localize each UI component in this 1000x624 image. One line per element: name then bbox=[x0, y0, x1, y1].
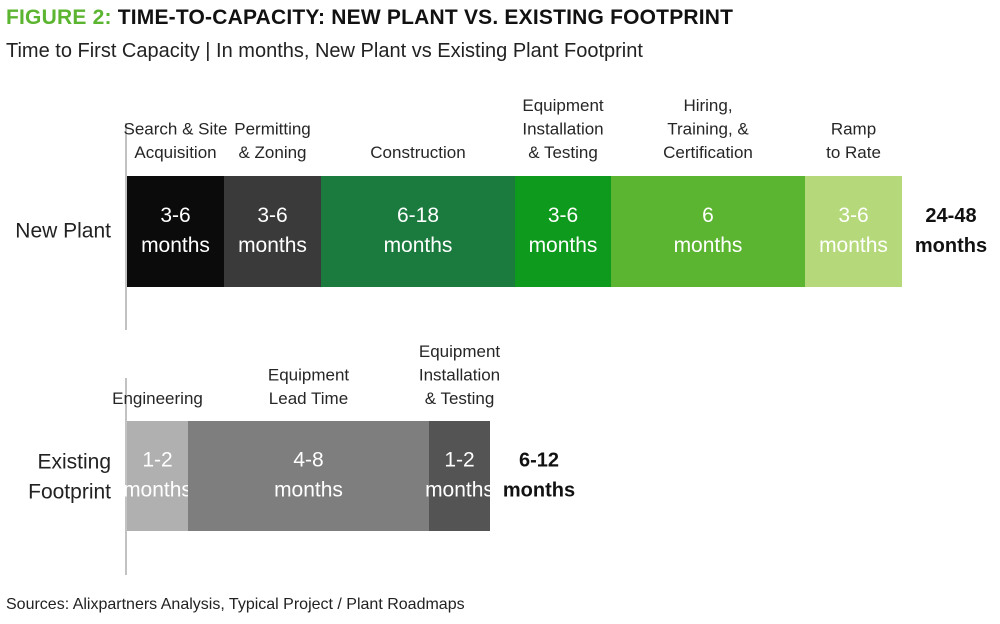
phase-label-line: Installation bbox=[522, 120, 603, 139]
phase-label-line: Acquisition bbox=[134, 143, 216, 162]
segment-value-label-line: 3-6 bbox=[257, 204, 287, 227]
bar-segment bbox=[515, 176, 611, 287]
chart-title: FIGURE 2: TIME-TO-CAPACITY: NEW PLANT VS… bbox=[6, 6, 733, 30]
total-duration-label-line: months bbox=[503, 479, 575, 501]
segment-value-label-line: months bbox=[238, 234, 307, 257]
phase-label: Engineering bbox=[112, 389, 203, 408]
phase-label: Ramp to Rate bbox=[826, 120, 881, 163]
phase-label-line: Equipment bbox=[268, 366, 350, 385]
segment-value-label-line: months bbox=[141, 234, 210, 257]
segment-value-label: 4-8 months bbox=[274, 449, 343, 502]
phase-label: Construction bbox=[370, 143, 465, 162]
phase-label-line: to Rate bbox=[826, 143, 881, 162]
segment-value-label: 6 months bbox=[674, 204, 743, 257]
chart-subtitle: Time to First Capacity | In months, New … bbox=[6, 40, 643, 62]
phase-label: Equipment Installation & Testing bbox=[522, 96, 604, 162]
segment-value-label-line: 6 bbox=[702, 204, 714, 227]
bar-segment bbox=[188, 421, 429, 531]
phase-label-line: Certification bbox=[663, 143, 753, 162]
segment-value-label: 3-6 months bbox=[238, 204, 307, 257]
row-label-line: Existing bbox=[37, 451, 111, 474]
phase-label: Permitting & Zoning bbox=[234, 120, 311, 163]
segment-value-label-line: months bbox=[274, 479, 343, 502]
row-label: New Plant bbox=[15, 220, 111, 243]
phase-label-line: Lead Time bbox=[269, 389, 348, 408]
phase-label: Search & Site Acquisition bbox=[124, 120, 228, 163]
total-duration-label: 24-48 months bbox=[915, 205, 987, 257]
phase-label-line: Construction bbox=[370, 143, 465, 162]
segment-value-label: 3-6 months bbox=[141, 204, 210, 257]
segment-value-label: 6-18 months bbox=[384, 204, 453, 257]
segment-value-label-line: 1-2 bbox=[444, 449, 474, 472]
phase-label-line: & Testing bbox=[528, 143, 598, 162]
row-label: Existing Footprint bbox=[28, 451, 111, 504]
total-duration-label-line: 24-48 bbox=[925, 205, 976, 227]
segment-value-label-line: 3-6 bbox=[838, 204, 868, 227]
row-label-line: Footprint bbox=[28, 481, 111, 504]
phase-label: Hiring, Training, & Certification bbox=[663, 96, 753, 162]
phase-label: Equipment Lead Time bbox=[268, 366, 350, 409]
phase-label-line: Training, & bbox=[667, 120, 749, 139]
segment-value-label-line: months bbox=[529, 234, 598, 257]
phase-label: Equipment Installation & Testing bbox=[419, 342, 501, 408]
phase-label-line: Installation bbox=[419, 366, 500, 385]
phase-label-line: Ramp bbox=[831, 120, 876, 139]
bar-segment bbox=[321, 176, 515, 287]
segment-value-label-line: months bbox=[819, 234, 888, 257]
bar-segment bbox=[611, 176, 805, 287]
segment-value-label: 3-6 months bbox=[819, 204, 888, 257]
bar-segment bbox=[127, 176, 224, 287]
bar-segment bbox=[429, 421, 490, 531]
segment-value-label-line: 4-8 bbox=[293, 449, 323, 472]
segment-value-label-line: months bbox=[123, 479, 192, 502]
title-text: TIME-TO-CAPACITY: NEW PLANT VS. EXISTING… bbox=[117, 6, 734, 29]
segment-value-label: 1-2 months bbox=[425, 449, 494, 502]
source-note: Sources: Alixpartners Analysis, Typical … bbox=[6, 596, 465, 613]
bar-segment bbox=[805, 176, 902, 287]
segment-value-label-line: 1-2 bbox=[142, 449, 172, 472]
phase-label-line: Equipment bbox=[419, 342, 501, 361]
figure-number: FIGURE 2: bbox=[6, 6, 112, 29]
segment-value-label-line: months bbox=[425, 479, 494, 502]
total-duration-label-line: 6-12 bbox=[519, 449, 559, 471]
bar-segment bbox=[224, 176, 321, 287]
phase-label-line: & Testing bbox=[425, 389, 495, 408]
phase-label-line: Equipment bbox=[522, 96, 604, 115]
segment-value-label-line: 3-6 bbox=[548, 204, 578, 227]
bar-segment bbox=[127, 421, 188, 531]
phase-label-line: Hiring, bbox=[683, 96, 732, 115]
total-duration-label: 6-12 months bbox=[503, 449, 575, 501]
row-label-line: New Plant bbox=[15, 220, 111, 243]
segment-value-label-line: 6-18 bbox=[397, 204, 439, 227]
segment-value-label-line: months bbox=[384, 234, 453, 257]
total-duration-label-line: months bbox=[915, 235, 987, 257]
segment-value-label-line: months bbox=[674, 234, 743, 257]
segment-value-label: 1-2 months bbox=[123, 449, 192, 502]
segment-value-label-line: 3-6 bbox=[160, 204, 190, 227]
phase-label-line: Engineering bbox=[112, 389, 203, 408]
phase-label-line: & Zoning bbox=[238, 143, 306, 162]
segment-value-label: 3-6 months bbox=[529, 204, 598, 257]
phase-label-line: Permitting bbox=[234, 120, 311, 139]
phase-label-line: Search & Site bbox=[124, 120, 228, 139]
